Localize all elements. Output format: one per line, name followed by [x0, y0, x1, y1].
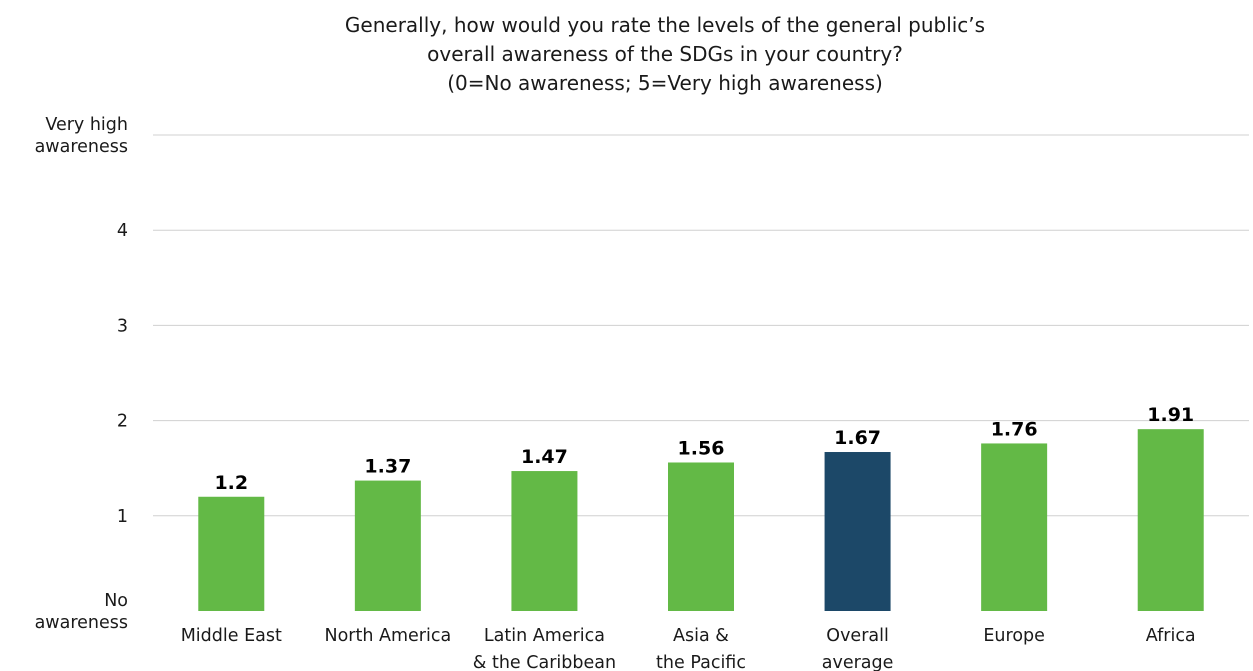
- y-tick-label: 4: [117, 221, 128, 241]
- x-category-label: Africa: [1146, 626, 1196, 646]
- y-tick-label: 3: [117, 316, 128, 336]
- x-category-label: Asia &: [673, 626, 729, 646]
- x-category-label: North America: [325, 626, 452, 646]
- y-tick-label: awareness: [35, 613, 128, 633]
- y-tick-label: 2: [117, 412, 128, 432]
- bar-value-label: 1.56: [678, 437, 725, 459]
- chart-title-line: Generally, how would you rate the levels…: [345, 13, 985, 37]
- y-tick-label: No: [104, 591, 128, 611]
- y-tick-label: awareness: [35, 137, 128, 157]
- chart-title-line: (0=No awareness; 5=Very high awareness): [447, 71, 883, 95]
- bar: [668, 462, 734, 611]
- bar: [824, 452, 891, 611]
- x-category-label: Middle East: [181, 626, 282, 646]
- x-category-label: & the Caribbean: [473, 653, 616, 671]
- x-category-label: Europe: [983, 626, 1045, 646]
- bar-value-labels: 1.2 1.37 1.47 1.56 1.67 1.76 1.91: [214, 404, 1194, 494]
- y-tick-label: Very high: [45, 115, 128, 135]
- x-axis-category-labels: Middle East North America Latin America & t…: [181, 626, 1196, 671]
- x-category-label: average: [822, 653, 894, 671]
- bar: [981, 443, 1048, 611]
- bars: [198, 429, 1204, 611]
- bar: [354, 480, 421, 611]
- bar-value-label: 1.2: [214, 472, 248, 494]
- bar: [198, 496, 265, 611]
- bar-value-label: 1.47: [521, 446, 568, 468]
- y-tick-label: 1: [117, 507, 128, 527]
- x-category-label: the Pacific: [656, 653, 746, 671]
- chart-title-line: overall awareness of the SDGs in your co…: [427, 42, 903, 66]
- bar: [511, 471, 578, 611]
- bar-value-label: 1.67: [834, 427, 881, 449]
- bar: [1137, 429, 1204, 611]
- chart-title: Generally, how would you rate the levels…: [345, 13, 985, 95]
- gridlines: [153, 134, 1249, 517]
- x-category-label: Latin America: [484, 626, 605, 646]
- bar-value-label: 1.37: [364, 456, 411, 478]
- bar-value-label: 1.91: [1147, 404, 1194, 426]
- x-category-label: Overall: [826, 626, 889, 646]
- bar-value-label: 1.76: [991, 418, 1038, 440]
